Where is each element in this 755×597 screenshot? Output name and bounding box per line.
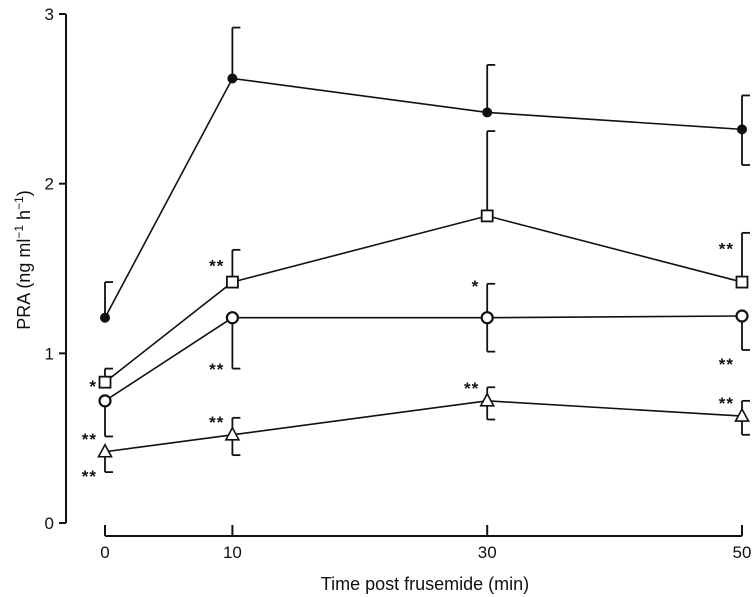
series-open-triangle: [97, 386, 750, 474]
data-point: [97, 443, 113, 458]
y-axis-label-main: PRA (ng ml: [14, 239, 34, 330]
data-point: [224, 426, 241, 441]
y-tick-label: 2: [45, 175, 54, 194]
data-point: [734, 407, 750, 422]
y-axis-label-middle: h: [14, 210, 34, 225]
series-filled-circle: [100, 26, 750, 323]
data-point: [225, 275, 239, 289]
data-point: [735, 309, 749, 323]
annotation-layer: ********************: [82, 240, 734, 486]
x-tick-label: 0: [100, 543, 109, 562]
data-point: [480, 311, 494, 325]
significance-marker: **: [209, 413, 224, 432]
x-tick-label: 30: [478, 543, 497, 562]
data-point: [227, 73, 238, 84]
series-line: [104, 315, 743, 402]
y-axis-label: PRA (ng ml−1 h−1): [12, 190, 34, 329]
y-axis-label-superscript-2: −1: [12, 196, 26, 210]
data-point: [225, 311, 239, 325]
y-tick-label: 1: [45, 344, 54, 363]
significance-marker: **: [209, 257, 224, 276]
data-point: [98, 394, 112, 408]
data-point: [480, 209, 494, 223]
significance-marker: **: [719, 355, 734, 374]
significance-marker: **: [209, 360, 224, 379]
y-tick-label: 3: [45, 5, 54, 24]
series-layer: [97, 26, 750, 474]
x-tick-label: 10: [223, 543, 242, 562]
significance-marker: **: [719, 240, 734, 259]
y-axis-label-end: ): [14, 190, 34, 196]
y-tick-label: 0: [45, 514, 54, 533]
data-point: [479, 392, 496, 407]
significance-marker: *: [472, 277, 480, 296]
significance-marker: **: [719, 394, 734, 413]
y-axis-label-superscript-1: −1: [12, 225, 26, 239]
series-line: [104, 77, 743, 319]
significance-marker: **: [82, 467, 97, 486]
data-point: [100, 312, 110, 323]
series-line: [104, 400, 743, 453]
data-point: [737, 124, 747, 135]
series-line: [104, 215, 743, 383]
data-point: [482, 107, 493, 118]
x-tick-label: 50: [733, 543, 752, 562]
significance-marker: **: [82, 430, 97, 449]
series-open-circle: [98, 282, 750, 438]
significance-marker: *: [89, 377, 97, 396]
data-point: [98, 375, 112, 389]
x-axis-label: Time post frusemide (min): [321, 574, 529, 594]
significance-marker: **: [464, 379, 479, 398]
series-open-square: [98, 130, 750, 389]
data-point: [735, 275, 749, 289]
